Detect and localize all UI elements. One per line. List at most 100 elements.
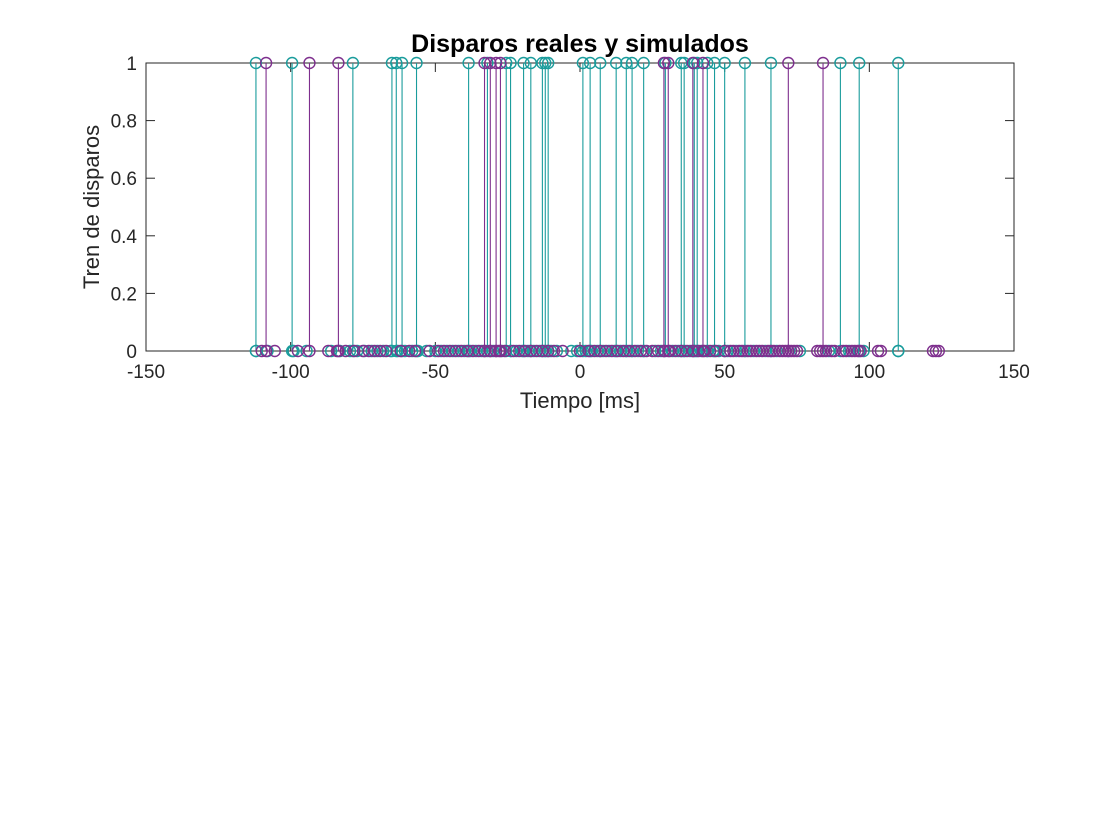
- spike-marker: [395, 56, 409, 70]
- zero-marker: [379, 344, 393, 358]
- x-tick-label: 0: [575, 362, 586, 383]
- x-tick-label: 50: [714, 362, 735, 383]
- zero-marker: [268, 344, 281, 358]
- spike-marker: [504, 56, 517, 70]
- spike-marker: [259, 56, 273, 70]
- y-tick-label: 0.4: [111, 227, 138, 248]
- x-tick-label: 100: [853, 362, 885, 383]
- zero-marker: [494, 344, 507, 358]
- spike-marker: [834, 56, 847, 70]
- chart-title: Disparos reales y simulados: [411, 30, 749, 58]
- spike-marker: [462, 56, 475, 70]
- spike-marker: [853, 56, 866, 70]
- spike-marker: [662, 56, 675, 70]
- zero-marker: [259, 344, 273, 358]
- zero-marker: [704, 344, 717, 358]
- zero-marker: [816, 344, 830, 358]
- zero-marker: [874, 344, 888, 358]
- zero-marker: [324, 344, 338, 358]
- spike-marker: [249, 56, 263, 70]
- zero-marker: [819, 344, 833, 358]
- zero-marker: [332, 344, 345, 358]
- zero-marker: [285, 344, 299, 358]
- spike-marker: [517, 56, 530, 70]
- zero-marker: [348, 344, 361, 358]
- zero-marker: [539, 344, 552, 358]
- spike-marker: [701, 56, 714, 70]
- spike-marker: [677, 56, 691, 70]
- spike-marker: [583, 56, 597, 70]
- zero-marker: [926, 344, 940, 358]
- zero-marker: [696, 344, 710, 358]
- spike-marker: [410, 56, 423, 70]
- x-tick-labels: -150 -100 -50 0 50 100 150: [127, 362, 1030, 383]
- spike-marker: [718, 56, 731, 70]
- spike-marker: [594, 56, 607, 70]
- zero-marker: [657, 344, 671, 358]
- zero-marker: [547, 344, 561, 358]
- zero-marker: [339, 344, 352, 358]
- zero-marker: [892, 344, 905, 358]
- zero-marker: [845, 344, 859, 358]
- zero-marker: [785, 344, 798, 358]
- y-tick-label: 0.2: [111, 284, 137, 305]
- zero-marker: [249, 344, 263, 358]
- spike-marker: [489, 56, 503, 70]
- spike-marker: [285, 56, 299, 70]
- zero-marker: [573, 344, 587, 358]
- zero-marker: [394, 344, 407, 358]
- zero-marker: [709, 344, 723, 358]
- spike-marker: [609, 56, 623, 70]
- zero-marker: [408, 344, 422, 358]
- zero-marker: [662, 344, 675, 358]
- y-tick-label: 1: [126, 54, 137, 75]
- spike-marker: [738, 56, 752, 70]
- zero-marker: [718, 344, 731, 358]
- zero-marker: [735, 344, 749, 358]
- y-tick-label: 0: [126, 342, 137, 363]
- zero-marker: [851, 344, 864, 358]
- zero-marker: [854, 344, 867, 358]
- spike-marker: [576, 56, 590, 70]
- spike-marker: [696, 56, 710, 70]
- zero-marker: [371, 344, 384, 358]
- spike-marker: [303, 56, 316, 70]
- plot-area: [145, 62, 1015, 352]
- zero-marker: [300, 344, 313, 358]
- y-tick-label: 0.6: [111, 169, 137, 190]
- zero-marker: [790, 344, 804, 358]
- zero-marker: [782, 344, 795, 358]
- zero-marker: [498, 344, 511, 358]
- spike-marker: [816, 56, 830, 70]
- spike-marker: [481, 56, 494, 70]
- zero-marker: [929, 344, 943, 358]
- zero-marker: [377, 344, 390, 358]
- zero-marker: [637, 344, 650, 358]
- zero-marker: [322, 344, 335, 358]
- y-tick-label: 0.8: [111, 112, 137, 133]
- x-tick-label: 150: [998, 362, 1030, 383]
- zero-marker: [374, 344, 387, 358]
- zero-marker: [303, 344, 316, 358]
- spike-marker: [385, 56, 399, 70]
- spike-marker: [686, 56, 700, 70]
- x-tick-label: -50: [422, 362, 449, 383]
- spike-marker: [782, 56, 795, 70]
- zero-marker: [871, 344, 885, 358]
- series-layer: [249, 56, 945, 358]
- spike-marker: [637, 56, 650, 70]
- zero-marker: [686, 344, 700, 358]
- zero-marker: [932, 344, 945, 358]
- spike-marker: [494, 56, 507, 70]
- spike-marker: [539, 56, 552, 70]
- x-axis-label: Tiempo [ms]: [520, 388, 640, 413]
- spike-marker: [346, 56, 360, 70]
- y-axis-label: Tren de disparos: [79, 125, 104, 289]
- zero-marker: [423, 344, 436, 358]
- spike-marker: [764, 56, 778, 70]
- spike-marker: [892, 56, 905, 70]
- zero-marker: [677, 344, 691, 358]
- zero-marker: [255, 344, 268, 358]
- zero-marker: [556, 344, 569, 358]
